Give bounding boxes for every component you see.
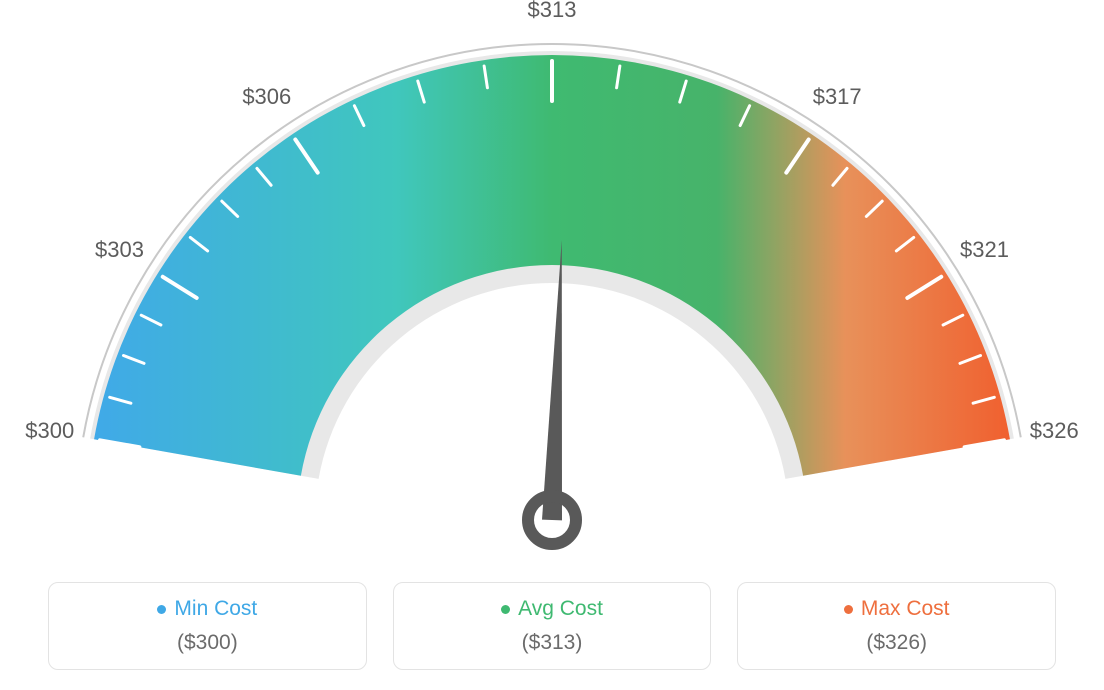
chart-container: $300 $303 $306 $313 $317 $321 $326 Min Cost ($3… [0, 0, 1104, 690]
legend-title: Avg Cost [501, 597, 603, 621]
legend-value: ($313) [522, 631, 583, 655]
legend-dot-icon [844, 605, 853, 614]
gauge-scale-label: $300 [25, 418, 74, 444]
gauge-scale-label: $321 [960, 237, 1009, 263]
legend-row: Min Cost ($300) Avg Cost ($313) Max Cost ($32… [0, 582, 1104, 670]
legend-title: Min Cost [157, 597, 257, 621]
legend-dot-icon [501, 605, 510, 614]
legend-card: Avg Cost ($313) [393, 582, 712, 670]
legend-value: ($326) [866, 631, 927, 655]
legend-value: ($300) [177, 631, 238, 655]
gauge-scale-label: $317 [813, 84, 862, 110]
legend-dot-icon [157, 605, 166, 614]
gauge-svg [0, 0, 1104, 560]
legend-title-text: Avg Cost [518, 597, 603, 621]
gauge-scale-label: $306 [242, 84, 291, 110]
legend-card: Min Cost ($300) [48, 582, 367, 670]
gauge-scale-label: $326 [1030, 418, 1079, 444]
legend-card: Max Cost ($326) [737, 582, 1056, 670]
legend-title-text: Max Cost [861, 597, 950, 621]
gauge-area: $300 $303 $306 $313 $317 $321 $326 [0, 0, 1104, 560]
legend-title-text: Min Cost [174, 597, 257, 621]
gauge-scale-label: $303 [95, 237, 144, 263]
legend-title: Max Cost [844, 597, 950, 621]
gauge-scale-label: $313 [528, 0, 577, 23]
